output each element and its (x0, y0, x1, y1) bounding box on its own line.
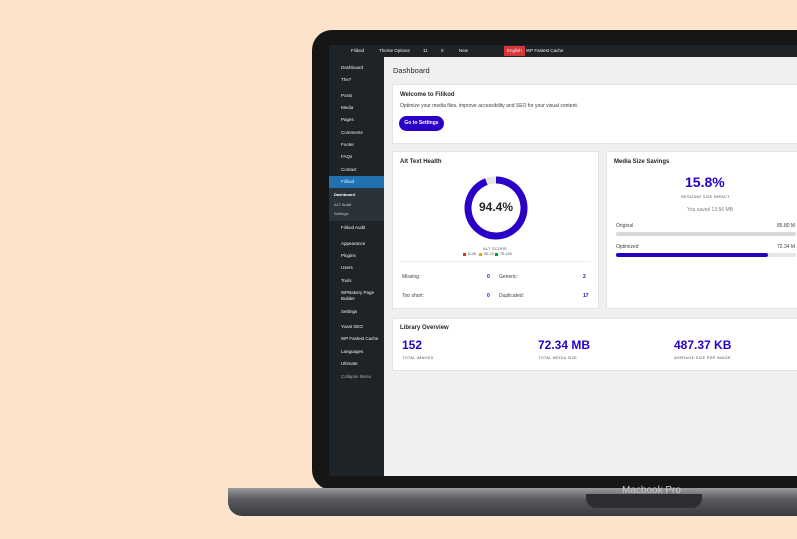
menu-item: Dashboard (341, 65, 364, 70)
menu-item: Posts (341, 93, 353, 98)
admin-bar-item: WP Fastest Cache (526, 48, 564, 53)
page-title: Dashboard (393, 66, 430, 75)
laptop-label: Macbook Pro (622, 485, 681, 496)
library-value: 487.37 KB (674, 338, 732, 352)
menu-item: FAQs (341, 154, 353, 159)
menu-item: Yoast SEO (341, 324, 363, 329)
library-title: Library Overview (400, 325, 449, 331)
library-value: 72.34 MB (538, 338, 591, 352)
media-percent-label: RESIZING SIZE IMPACT (681, 194, 730, 199)
stat-label: Generic: (499, 274, 518, 280)
menu-item: Languages (341, 349, 364, 354)
legend-label: 75–100 (500, 252, 512, 256)
submenu-item: Dashboard (334, 192, 355, 197)
menu-item: Comments (341, 130, 363, 135)
admin-bar-item: Filikod (351, 48, 365, 53)
menu-item: Filikod (341, 179, 355, 184)
menu-item: WPBakery Page Builder (341, 290, 375, 301)
legend-swatch (463, 253, 466, 256)
laptop-base (228, 488, 797, 516)
menu-item: Media (341, 105, 354, 110)
menu-item: Users (341, 265, 353, 270)
stat-label: Missing: (402, 274, 421, 280)
stat-value: 0 (487, 274, 490, 280)
submenu-item: ALT Audit (334, 202, 351, 207)
library-label: TOTAL MEDIA SIZE (538, 355, 578, 360)
submenu-item: Settings (334, 211, 349, 216)
alt-divider (400, 261, 591, 262)
legend-label: 50–74 (484, 252, 494, 256)
score-text: 94.4% (479, 200, 513, 214)
screen: Dashboard Welcome to Filikod Optimize yo… (329, 45, 797, 476)
legend-swatch (495, 253, 498, 256)
donut: 94.4% (464, 176, 528, 240)
menu-item: Footer (341, 142, 355, 147)
bar-label: Original (616, 223, 634, 229)
bar-value: 72.34 M (777, 244, 796, 250)
bar-fill (616, 232, 796, 236)
alt-title: Alt Text Health (400, 159, 442, 165)
menu-item: Filikod Audit (341, 225, 366, 230)
welcome-text: Optimize your media files, improve acces… (400, 103, 579, 109)
library-label: TOTAL IMAGES (402, 355, 434, 360)
menu-item: Ultimate (341, 361, 358, 366)
stat-value: 2 (583, 274, 586, 280)
media-title: Media Size Savings (614, 159, 670, 165)
media-card (606, 151, 797, 309)
library-value: 152 (402, 338, 423, 352)
bar-fill (616, 253, 768, 257)
library-label: AVERAGE SIZE PER IMAGE (674, 355, 731, 360)
admin-bar-item: 0 (441, 48, 444, 53)
menu-item: Contact (341, 167, 357, 172)
active-menu-bg (329, 176, 384, 188)
stat-label: Too short: (402, 293, 424, 299)
menu-item: Pages (341, 117, 354, 122)
admin-bar-item: 11 (423, 48, 428, 53)
library-card (392, 318, 797, 371)
menu-item: Settings (341, 309, 358, 314)
welcome-title: Welcome to Filikod (400, 92, 455, 98)
settings-button[interactable]: Go to Settings (399, 116, 444, 131)
stat-label: Duplicated: (499, 293, 525, 299)
submenu-bg (329, 188, 384, 221)
sidebar (329, 57, 384, 476)
menu-item: WP Fastest Cache (341, 336, 379, 341)
menu-item: Appearance (341, 241, 366, 246)
menu-item: The7 (341, 77, 352, 82)
laptop-notch (586, 494, 702, 508)
bar-value: 85.80 M (777, 223, 796, 229)
menu-item: Tools (341, 278, 352, 283)
stat-value: 17 (583, 293, 589, 299)
legend-label: 0–49 (468, 252, 476, 256)
admin-bar-item: English (504, 46, 525, 56)
menu-item: Plugins (341, 253, 356, 258)
admin-bar (329, 45, 797, 57)
welcome-card (392, 84, 797, 144)
admin-bar-item: New (459, 48, 469, 53)
bar-label: Optimized (616, 244, 639, 250)
legend-swatch (479, 253, 482, 256)
score-label: ALT SCORE (483, 246, 508, 251)
stat-value: 0 (487, 293, 490, 299)
admin-bar-item: Theme Options (379, 48, 410, 53)
donut-arc (464, 176, 528, 240)
menu-item: Collapse Menu (341, 374, 372, 379)
media-saved: You saved 13.56 MB (687, 207, 733, 213)
media-percent: 15.8% (685, 174, 725, 190)
